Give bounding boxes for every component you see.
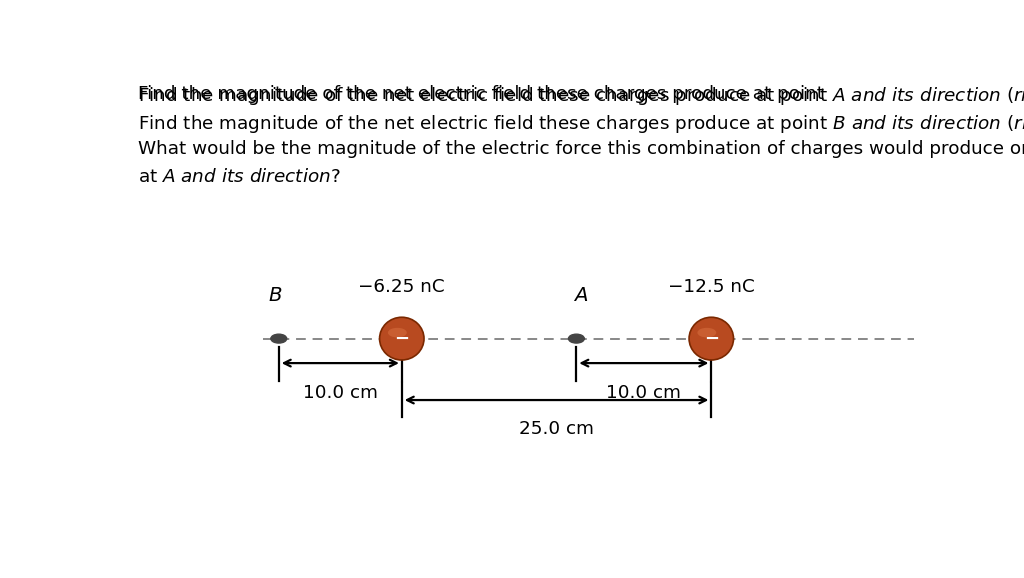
Text: Find the magnitude of the net electric field these charges produce at point: Find the magnitude of the net electric f…	[138, 85, 830, 103]
Text: What would be the magnitude of the electric force this combination of charges wo: What would be the magnitude of the elect…	[138, 140, 1024, 158]
Text: −12.5 nC: −12.5 nC	[668, 279, 755, 297]
Text: $\it{B}$: $\it{B}$	[267, 286, 282, 305]
Text: Find the magnitude of the net electric field these charges produce at point $B$ : Find the magnitude of the net electric f…	[138, 113, 1024, 135]
Text: 25.0 cm: 25.0 cm	[519, 420, 594, 438]
Text: 10.0 cm: 10.0 cm	[303, 384, 378, 402]
Circle shape	[270, 334, 287, 343]
Text: at $A$ $\it{and\ its\ direction?}$: at $A$ $\it{and\ its\ direction?}$	[138, 168, 341, 186]
Text: Find the magnitude of the net electric field these charges produce at point $A$ : Find the magnitude of the net electric f…	[138, 85, 1024, 107]
Ellipse shape	[388, 328, 407, 338]
Text: 10.0 cm: 10.0 cm	[606, 384, 681, 402]
Ellipse shape	[689, 317, 733, 360]
Text: $\it{A}$: $\it{A}$	[572, 286, 588, 305]
Text: −6.25 nC: −6.25 nC	[358, 279, 445, 297]
Circle shape	[568, 334, 585, 343]
Text: −: −	[394, 329, 410, 347]
Text: −: −	[703, 329, 719, 347]
Ellipse shape	[697, 328, 717, 338]
Ellipse shape	[380, 317, 424, 360]
